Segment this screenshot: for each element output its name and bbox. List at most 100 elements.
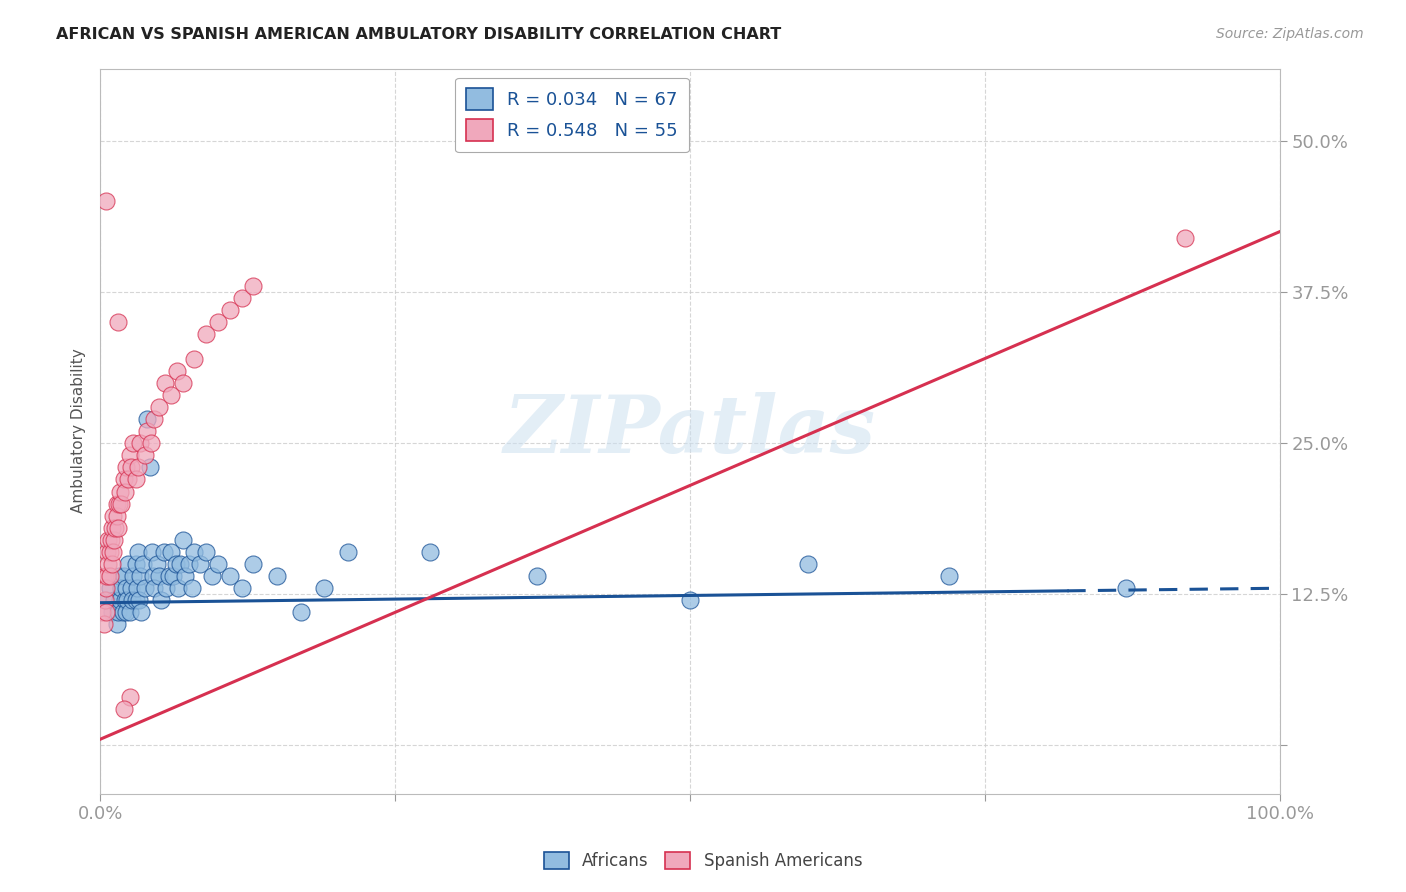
Point (118, 606, 141, 620)
Point (101, 606, 124, 620)
Point (169, 557, 191, 571)
Legend: Africans, Spanish Americans: Africans, Spanish Americans (537, 845, 869, 877)
Point (167, 581, 190, 595)
Point (148, 569, 170, 583)
Point (207, 557, 229, 571)
Point (231, 581, 253, 595)
Point (98, 545, 121, 559)
Point (97, 557, 120, 571)
Point (134, 581, 156, 595)
Point (94, 581, 117, 595)
Point (94, 606, 117, 620)
Point (101, 557, 124, 571)
Point (177, 557, 200, 571)
Point (97, 533, 120, 547)
Point (105, 508, 128, 523)
Point (195, 545, 218, 559)
Point (107, 315, 129, 329)
Point (166, 364, 188, 378)
Point (115, 606, 138, 620)
Point (172, 376, 194, 390)
Point (122, 436, 145, 450)
Point (143, 581, 166, 595)
Point (162, 569, 184, 583)
Point (145, 557, 167, 571)
Point (131, 557, 153, 571)
Point (107, 606, 129, 620)
Point (103, 593, 125, 607)
Point (108, 484, 131, 499)
Point (290, 606, 312, 620)
Point (91, 606, 114, 620)
Point (1174, 231, 1197, 245)
Point (797, 557, 820, 571)
Point (938, 569, 960, 583)
Point (112, 472, 135, 486)
Point (129, 569, 152, 583)
Point (165, 557, 187, 571)
Point (160, 545, 183, 559)
Point (94, 593, 117, 607)
Point (174, 569, 197, 583)
Point (136, 424, 159, 438)
Point (115, 460, 138, 475)
Point (117, 593, 139, 607)
Point (231, 291, 253, 305)
Point (101, 545, 124, 559)
Point (124, 472, 146, 486)
Point (201, 569, 224, 583)
Point (110, 581, 132, 595)
Point (157, 569, 180, 583)
Point (181, 581, 204, 595)
Point (117, 557, 139, 571)
Point (118, 448, 141, 462)
Point (115, 581, 138, 595)
Point (160, 388, 183, 402)
Point (128, 593, 150, 607)
Point (110, 497, 132, 511)
Point (112, 569, 135, 583)
Point (101, 521, 124, 535)
Point (108, 569, 131, 583)
Point (155, 581, 177, 595)
Point (153, 545, 176, 559)
Point (242, 557, 264, 571)
Point (195, 327, 218, 342)
Point (131, 606, 153, 620)
Point (117, 472, 139, 486)
Point (127, 460, 149, 475)
Point (139, 436, 162, 450)
Point (107, 521, 129, 535)
Point (138, 460, 160, 475)
Point (526, 569, 548, 583)
Text: AFRICAN VS SPANISH AMERICAN AMBULATORY DISABILITY CORRELATION CHART: AFRICAN VS SPANISH AMERICAN AMBULATORY D… (56, 27, 782, 42)
Point (136, 412, 159, 426)
Point (118, 690, 141, 704)
Y-axis label: Ambulatory Disability: Ambulatory Disability (72, 349, 86, 514)
Point (183, 351, 205, 366)
Point (98, 581, 121, 595)
Point (105, 617, 128, 632)
Point (207, 315, 229, 329)
Point (190, 557, 212, 571)
Point (150, 593, 173, 607)
Point (134, 448, 156, 462)
Point (96, 569, 118, 583)
Point (218, 569, 240, 583)
Point (122, 569, 145, 583)
Point (143, 412, 166, 426)
Point (183, 545, 205, 559)
Point (124, 593, 146, 607)
Point (120, 460, 142, 475)
Point (96, 545, 118, 559)
Point (218, 303, 240, 318)
Point (153, 376, 176, 390)
Point (103, 533, 125, 547)
Point (114, 593, 136, 607)
Point (94, 593, 117, 607)
Point (124, 557, 146, 571)
Point (127, 545, 149, 559)
Point (112, 702, 135, 716)
Point (98, 569, 121, 583)
Point (129, 436, 152, 450)
